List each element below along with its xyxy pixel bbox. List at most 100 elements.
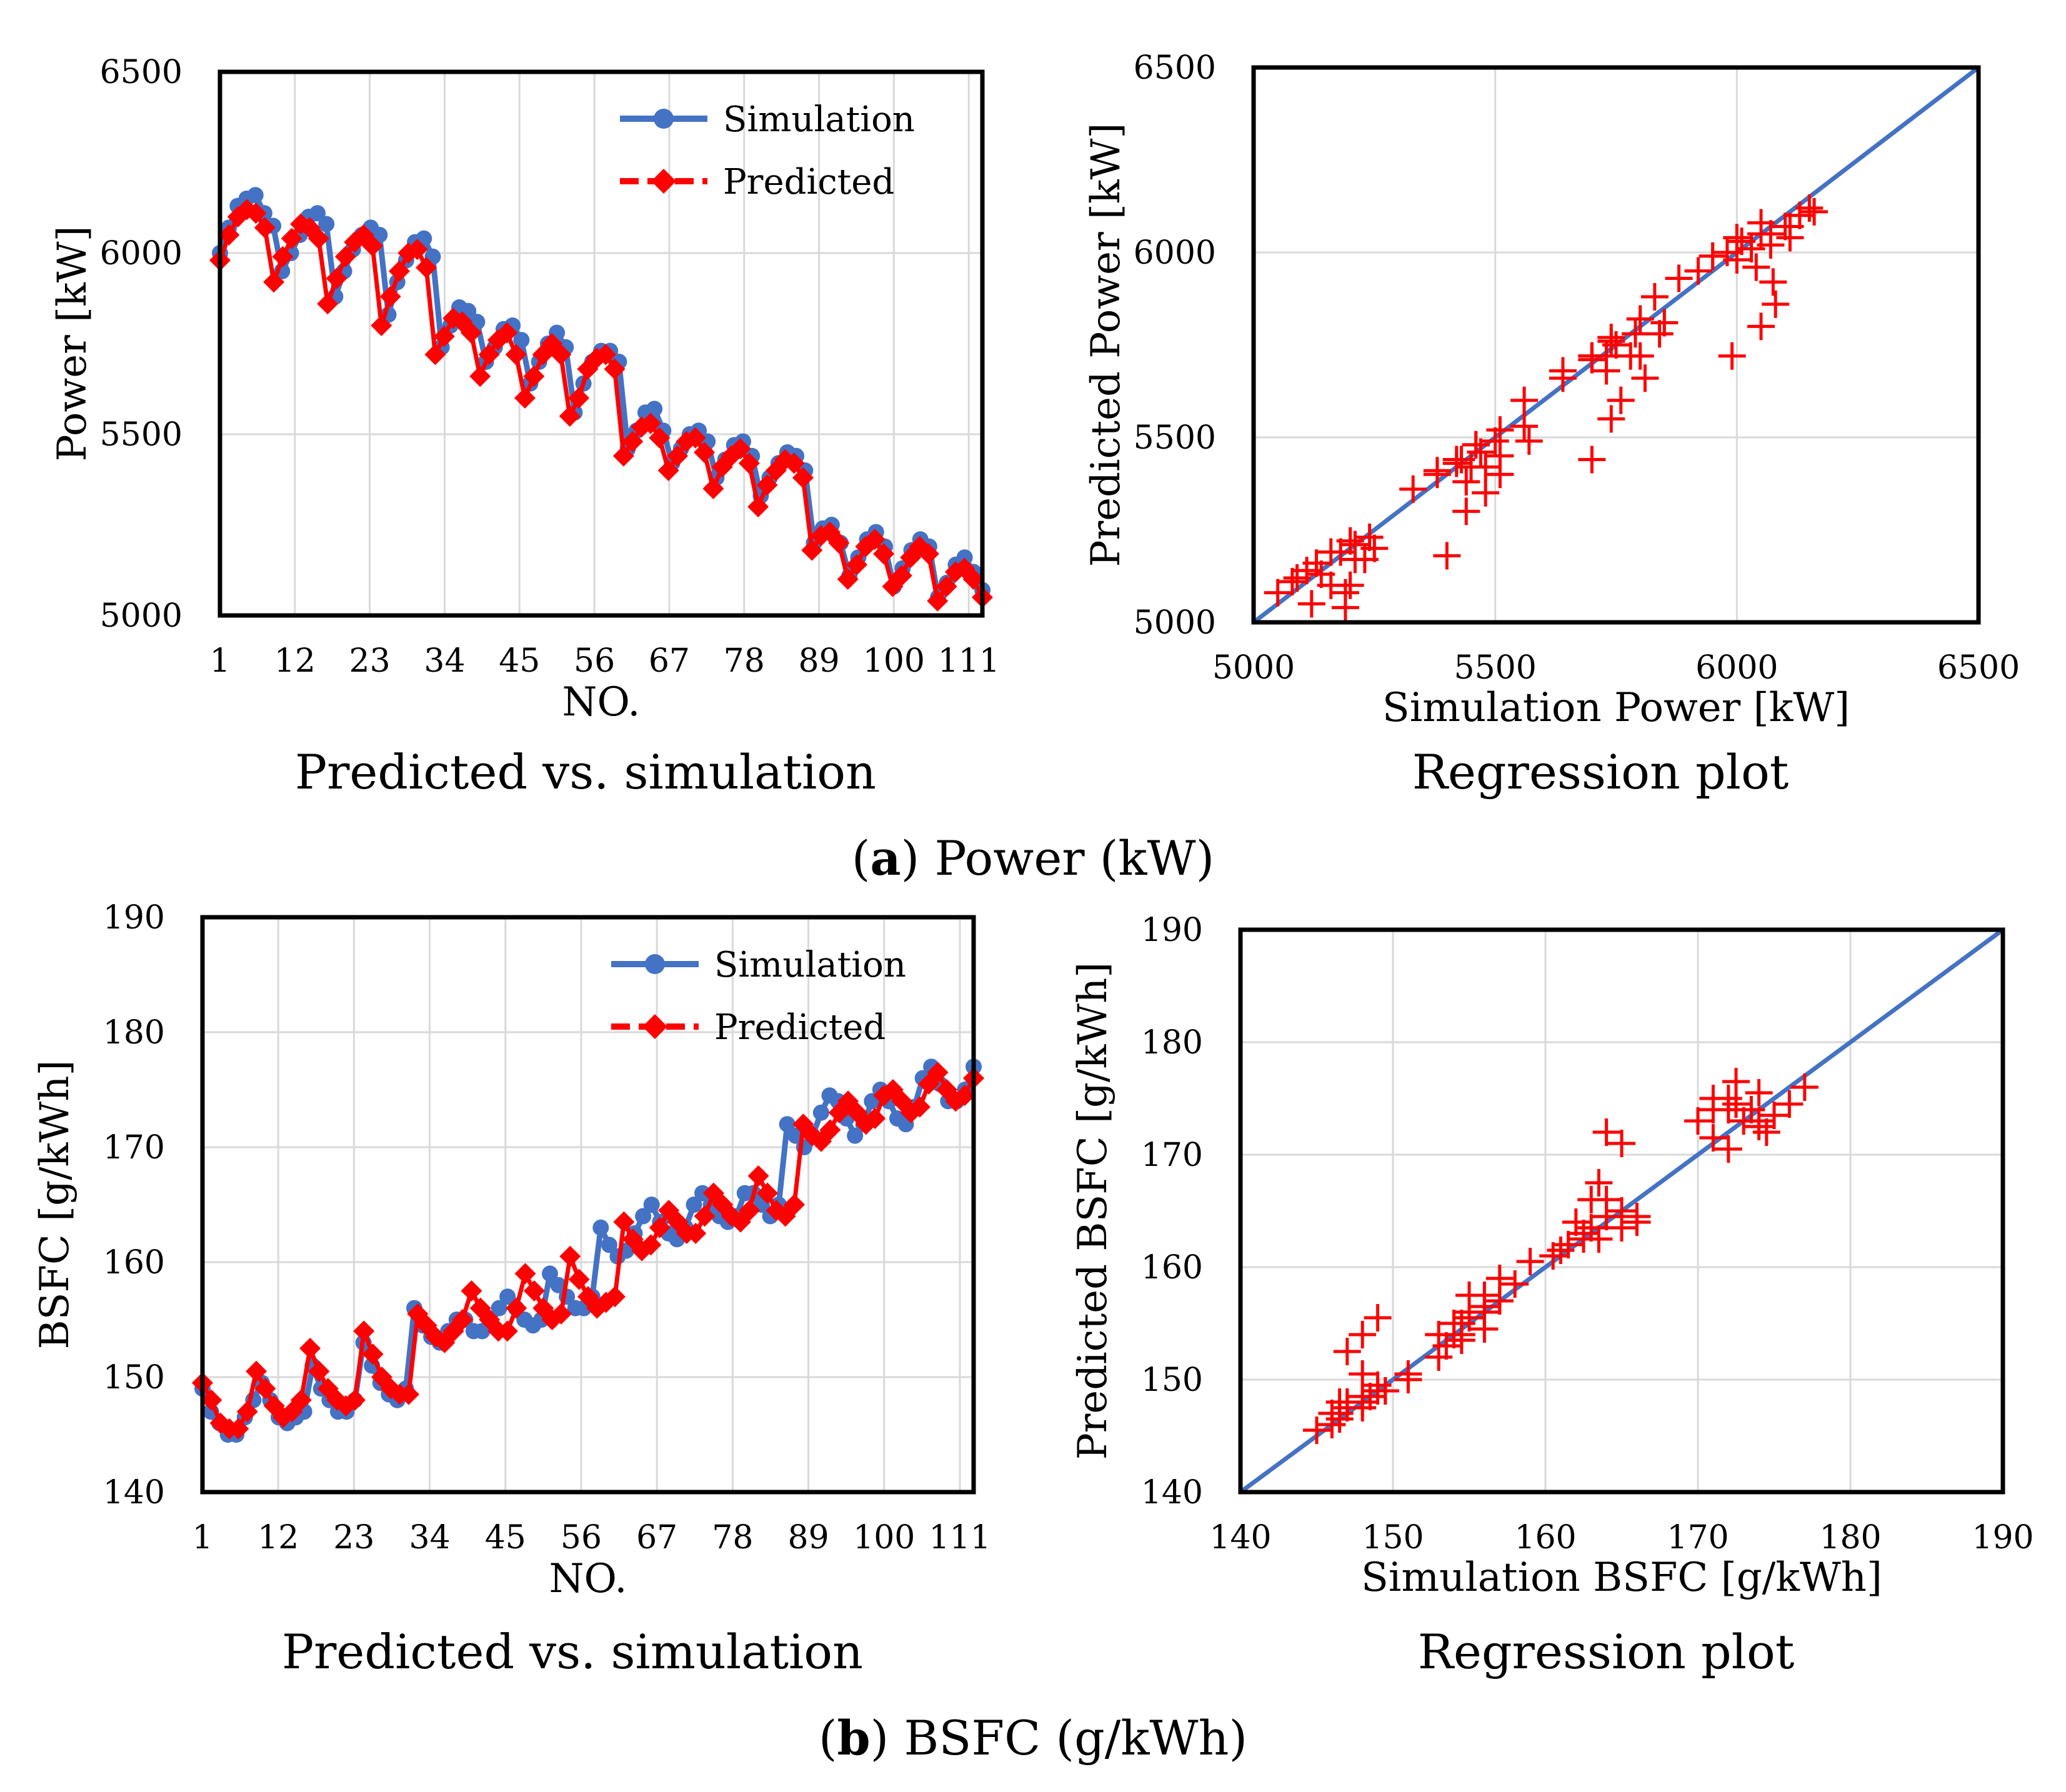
bsfc-regression-ytick-label: 170 [1141,1137,1203,1174]
power-line-point-simulation [318,216,335,232]
power-regression-point [1472,479,1500,507]
bsfc-regression-xtick-label: 150 [1362,1519,1424,1556]
power-line-caption: Predicted vs. simulation [295,744,876,800]
power-line-xtick-label: 100 [863,642,925,680]
power-line-point-predicted [828,532,850,554]
power-regression-point [1452,497,1480,525]
power-regression-point [1631,364,1659,392]
bsfc-line-point-predicted [506,1297,527,1319]
bsfc-regression-point [1432,1332,1460,1360]
bsfc-line-legend-marker-simulation [645,954,665,974]
power-line-xtick-label: 45 [499,642,540,680]
power-line-point-simulation [956,549,973,566]
bsfc-line-xtick-label: 56 [561,1519,602,1556]
bsfc-line-ytick-label: 160 [103,1244,165,1282]
bsfc-regression-point [1303,1416,1330,1444]
bsfc-regression-point [1516,1248,1544,1275]
power-regression-point [1327,538,1355,566]
bsfc-line-point-predicted [550,1303,572,1325]
power-line-ytick-label: 6500 [100,54,182,91]
power-line-legend-label-predicted: Predicted [723,162,894,202]
power-regression-point [1713,239,1741,266]
power-line-point-simulation [513,332,530,349]
bsfc-regression-point [1684,1107,1712,1135]
bsfc-regression-ytick-label: 140 [1141,1474,1203,1511]
bsfc-regression-point [1608,1197,1635,1225]
bsfc-line-point-predicted [756,1182,778,1204]
power-regression-point [1742,253,1770,281]
bsfc-line-point-simulation [686,1197,702,1213]
power-line-point-predicted [550,344,572,366]
bsfc-line-ytick-label: 190 [103,899,165,937]
power-regression-point [1776,224,1804,252]
power-line-point-predicted [505,344,527,366]
power-regression-point [1621,320,1649,348]
bsfc-line-point-predicted [747,1165,769,1187]
power-regression-point [1549,357,1577,385]
power-line-point-predicted [469,366,491,387]
power-line-point-predicted [595,344,617,366]
power-line-point-predicted [281,227,302,249]
power-regression-xtick-label: 5000 [1212,649,1295,687]
bsfc-regression-point [1455,1304,1483,1332]
power-line-point-predicted [218,224,240,246]
power-line-point-predicted [559,406,581,427]
power-line-point-predicted [694,442,716,463]
power-line-point-predicted [307,227,329,249]
bsfc-line-xtick-label: 78 [712,1519,753,1556]
bsfc-line-xtick-label: 100 [853,1519,915,1556]
power-line-ytick-label: 5500 [100,416,182,454]
power-line-point-predicted [702,478,724,499]
bsfc-regression-point [1714,1135,1742,1163]
power-regression-point [1433,542,1461,570]
power-line-legend-marker-simulation [654,109,674,129]
bsfc-regression-point [1752,1118,1780,1146]
power-regression-point [1302,549,1330,577]
power-regression-point [1762,290,1790,318]
bsfc-regression-point [1623,1208,1651,1236]
power-line-xtick-label: 12 [274,642,316,680]
bsfc-regression-point [1714,1085,1742,1112]
power-line-point-predicted [622,431,644,452]
bsfc-regression-point [1547,1237,1575,1264]
power-regression-ytick-label: 6000 [1134,234,1216,272]
bsfc-regression-point [1775,1090,1804,1118]
power-regression-point [1515,427,1543,455]
bsfc-line-point-predicted [864,1108,886,1129]
power-regression-ylabel: Predicted Power [kW] [1083,123,1129,567]
power-regression-caption: Regression plot [1412,744,1789,800]
power-regression-point [1297,590,1325,618]
bsfc-regression-xtick-label: 180 [1819,1519,1881,1556]
bsfc-line-point-predicted [559,1245,581,1267]
power-regression-point [1597,327,1625,356]
power-line-point-predicted [667,445,688,467]
power-regression-point [1452,468,1480,496]
power-line-point-predicted [864,529,886,550]
bsfc-regression-xtick-label: 190 [1972,1519,2034,1556]
power-line-point-simulation [646,401,663,417]
power-line-point-predicted [334,246,356,267]
power-line-point-predicted [801,539,823,561]
bsfc-line-point-predicted [461,1280,482,1302]
bsfc-line-point-predicted [299,1338,321,1359]
power-regression-point [1341,545,1369,574]
power-line-point-predicted [478,344,500,366]
bsfc-line-point-predicted [784,1194,806,1215]
bsfc-line-ytick-label: 150 [103,1359,165,1396]
bsfc-line-point-predicted [496,1320,518,1342]
power-regression-point [1650,309,1679,337]
bsfc-line-point-predicted [568,1268,590,1290]
power-line-point-predicted [442,307,464,329]
bsfc-line-point-predicted [308,1360,330,1382]
power-regression-point [1665,264,1693,292]
bsfc-regression-point [1349,1383,1377,1410]
bsfc-regression-point [1364,1304,1392,1332]
bsfc-line-ytick-label: 170 [103,1129,165,1167]
bsfc-line-frame [200,915,976,1495]
power-regression-point [1457,453,1485,481]
power-line-xtick-label: 78 [724,642,765,680]
power-line-point-predicted [756,474,778,496]
power-line-ytick-label: 5000 [100,597,182,635]
power-regression-point [1747,312,1775,341]
